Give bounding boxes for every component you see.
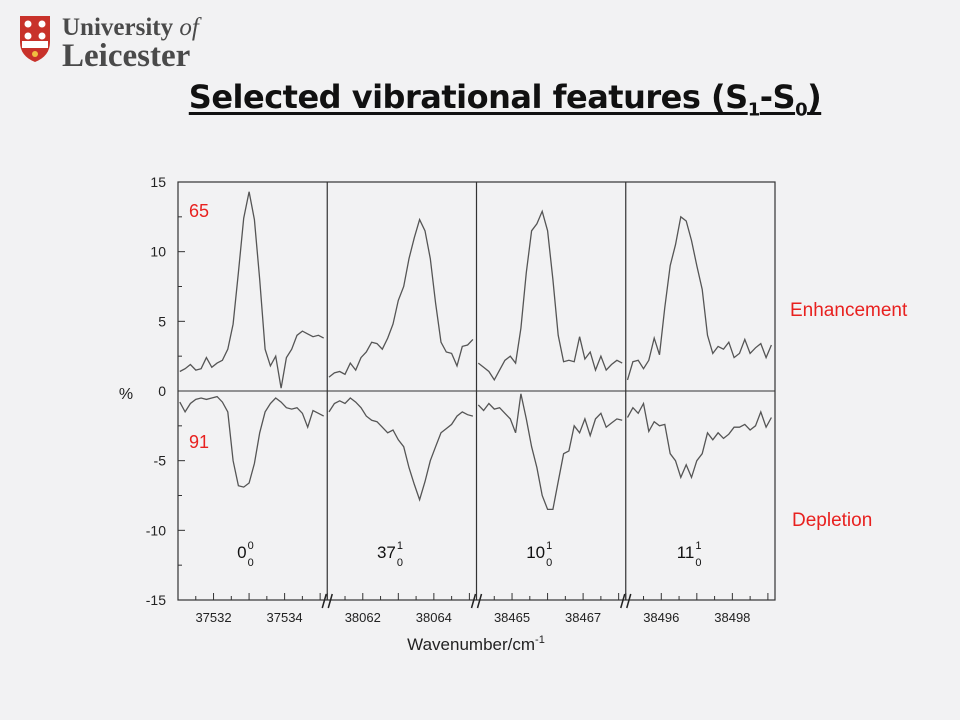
x-axis-label: Wavenumber/cm-1 [407, 634, 545, 654]
axis-break-mark [470, 593, 477, 609]
y-tick-label: 0 [158, 383, 166, 399]
band-label-sub: 0 [248, 557, 254, 569]
depletion-spectrum-line [626, 401, 772, 480]
axis-break-mark [327, 593, 333, 609]
y-tick-label: 10 [150, 244, 166, 260]
y-axis-label: % [119, 386, 133, 403]
enhancement-spectrum-line [477, 209, 623, 382]
university-crest-icon [20, 16, 50, 62]
band-label-base: 10 [526, 543, 545, 562]
band-label-sub: 0 [546, 557, 552, 569]
enhancement-label: Enhancement [790, 300, 908, 321]
band-label-sub: 0 [695, 557, 701, 569]
panel-label-lower: 91 [189, 432, 209, 452]
enhancement-spectrum-line [179, 191, 325, 389]
x-tick-label: 37534 [267, 610, 303, 625]
band-label-sup: 1 [546, 540, 552, 552]
y-tick-label: -15 [146, 592, 166, 608]
enhancement-spectrum-line [328, 217, 474, 378]
y-tick-label: 5 [158, 313, 166, 329]
depletion-label: Depletion [792, 510, 873, 531]
x-tick-label: 38465 [494, 610, 530, 625]
band-label-base: 37 [377, 543, 396, 562]
x-tick-label: 38064 [416, 610, 452, 625]
depletion-spectrum-line [179, 395, 325, 488]
band-label: 37 1 0 [377, 540, 403, 569]
band-label-sup: 1 [695, 540, 701, 552]
x-tick-label: 38467 [565, 610, 601, 625]
depletion-spectrum-line [477, 393, 623, 511]
y-tick-label: -5 [154, 453, 167, 469]
depletion-spectrum-line [328, 397, 474, 502]
band-label-base: 0 [237, 543, 246, 562]
logo-line1: University of [62, 14, 199, 41]
university-logo: University of Leicester [18, 14, 218, 74]
axis-break-mark [620, 593, 626, 609]
x-tick-label: 38496 [643, 610, 679, 625]
x-tick-label: 38062 [345, 610, 381, 625]
axis-break-mark [626, 593, 632, 609]
band-label-base: 11 [677, 543, 695, 562]
band-label-sup: 1 [397, 540, 403, 552]
axis-break-mark [321, 593, 327, 609]
y-tick-label: 15 [150, 174, 166, 190]
band-label: 0 00 [237, 540, 254, 569]
band-label: 11 10 [677, 540, 702, 569]
band-label-sup: 0 [248, 540, 254, 552]
y-tick-label: -10 [146, 522, 166, 538]
slide-title: Selected vibrational features (S1-S0) [188, 78, 822, 121]
logo-line2: Leicester [62, 38, 191, 74]
x-tick-label: 37532 [195, 610, 231, 625]
x-tick-label: 38498 [714, 610, 750, 625]
enhancement-spectrum-line [626, 215, 772, 381]
panel-label-upper: 65 [189, 201, 209, 221]
axis-break-mark [476, 593, 483, 609]
band-label-sub: 0 [397, 557, 403, 569]
band-label: 10 10 [526, 540, 552, 569]
